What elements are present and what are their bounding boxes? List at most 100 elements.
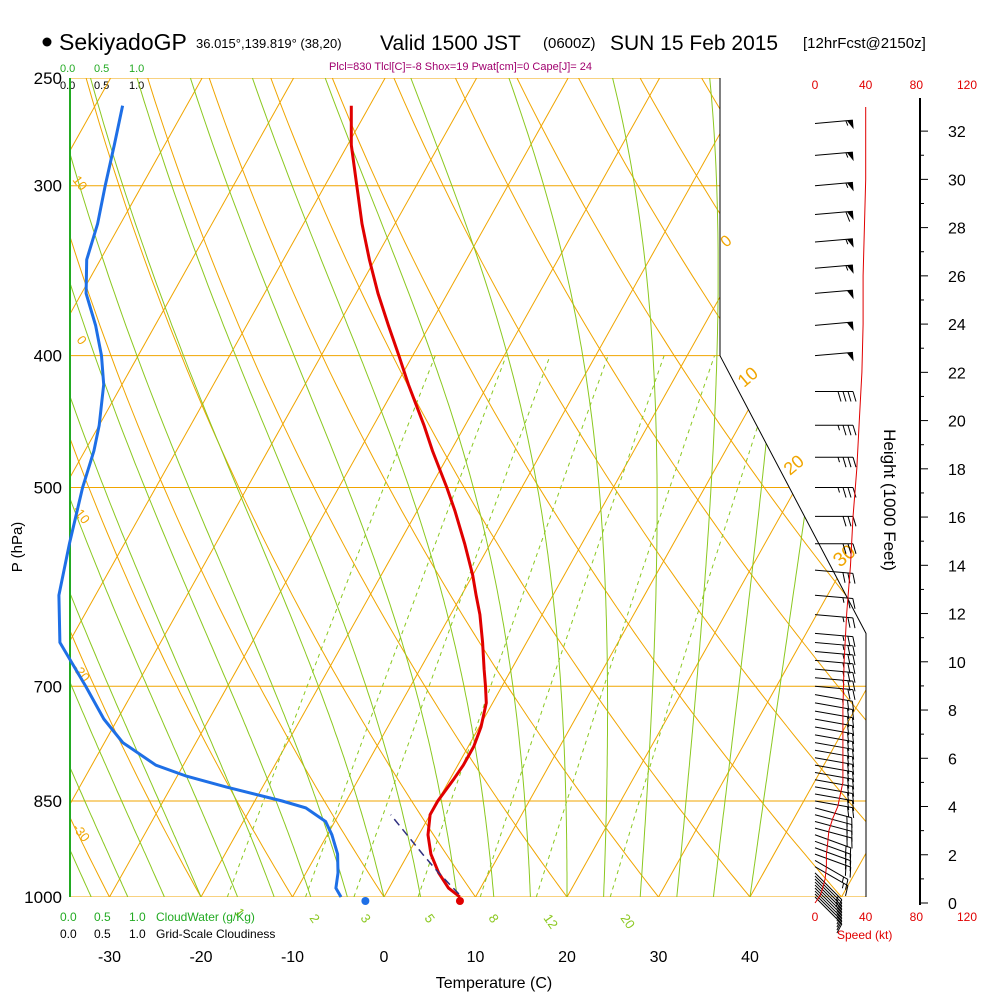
barb-full bbox=[847, 671, 851, 683]
barb-full bbox=[851, 793, 855, 804]
speed-tick-bottom: 0 bbox=[812, 910, 819, 924]
dry-adiabat bbox=[565, 78, 866, 897]
pressure-tick-label: 400 bbox=[34, 347, 62, 366]
barb-full bbox=[851, 807, 855, 819]
moist-adiabat bbox=[70, 78, 129, 897]
height-tick-label: 0 bbox=[948, 896, 957, 913]
cloudwater-label: CloudWater (g/Kg) bbox=[156, 910, 255, 924]
dry-adiabat bbox=[383, 78, 866, 897]
mixing-ratio-5 bbox=[417, 355, 609, 897]
mixing-ratio-12 bbox=[535, 355, 715, 897]
height-tick-label: 30 bbox=[948, 172, 966, 189]
speed-axis-label: Speed (kt) bbox=[837, 928, 892, 942]
barb-staff bbox=[814, 807, 852, 819]
dry-adiabat bbox=[992, 54, 1000, 926]
barb-staff bbox=[814, 847, 851, 862]
mixing-ratio-label: 2 bbox=[307, 911, 323, 926]
moist-adiabat bbox=[251, 78, 495, 897]
isotherm-line bbox=[933, 78, 1000, 897]
wind-barb bbox=[815, 424, 857, 436]
barb-pennant bbox=[846, 120, 854, 130]
isotherm-line bbox=[109, 78, 569, 897]
barb-full bbox=[852, 516, 857, 527]
temperature-tick-label: 10 bbox=[467, 949, 485, 966]
bottom-black-2: 1.0 bbox=[129, 927, 146, 941]
height-tick-label: 26 bbox=[948, 269, 966, 286]
barb-full bbox=[847, 636, 851, 647]
height-axis-label: Height (1000 Feet) bbox=[880, 429, 899, 571]
wind-barb bbox=[814, 238, 854, 248]
barb-full bbox=[851, 756, 855, 768]
barb-full bbox=[847, 755, 850, 767]
height-tick-label: 16 bbox=[948, 510, 966, 527]
barb-full bbox=[852, 573, 856, 584]
barb-full bbox=[847, 724, 850, 736]
wind-barb bbox=[814, 321, 854, 332]
barb-staff bbox=[814, 710, 853, 719]
barb-staff bbox=[814, 651, 853, 656]
station-name: SekiyadoGP bbox=[59, 29, 187, 55]
dry-adiabat-label: 10 bbox=[734, 363, 762, 391]
mixing-ratio-lines bbox=[226, 355, 782, 897]
dry-adiabat bbox=[443, 78, 866, 897]
barb-full bbox=[847, 487, 852, 498]
barb-pennant bbox=[846, 211, 854, 221]
dewpoint-line bbox=[57, 105, 343, 898]
moist-adiabat bbox=[676, 78, 719, 897]
barb-full bbox=[847, 700, 850, 711]
barb-staff bbox=[814, 668, 853, 673]
barb-staff bbox=[814, 659, 853, 665]
barb-full bbox=[842, 391, 847, 402]
isotherm-line bbox=[749, 78, 866, 897]
barb-staff bbox=[814, 860, 849, 880]
pressure-tick-label: 700 bbox=[34, 677, 62, 696]
barb-staff bbox=[814, 289, 853, 294]
barb-half bbox=[845, 152, 849, 158]
barb-full bbox=[847, 806, 850, 818]
barb-staff bbox=[814, 793, 853, 802]
plot-boundary bbox=[69, 78, 867, 897]
mixing-ratio-label: 5 bbox=[422, 911, 438, 926]
barb-full bbox=[851, 800, 855, 812]
moist-adiabat bbox=[508, 78, 609, 897]
barb-staff bbox=[814, 742, 853, 750]
speed-tick-bottom: 40 bbox=[859, 910, 873, 924]
height-tick-label: 28 bbox=[948, 221, 966, 238]
dry-adiabat bbox=[504, 78, 866, 897]
barb-full bbox=[836, 899, 843, 910]
barb-staff bbox=[814, 569, 853, 574]
wind-barb bbox=[814, 807, 853, 829]
barb-full bbox=[851, 701, 855, 712]
height-tick-label: 14 bbox=[948, 558, 966, 575]
barb-staff bbox=[814, 264, 853, 269]
wind-barb bbox=[814, 866, 849, 896]
mixing-ratio-label: 8 bbox=[486, 911, 502, 926]
isotherm-label: 0 bbox=[74, 333, 90, 348]
speed-tick-bottom: 80 bbox=[910, 910, 924, 924]
barb-full bbox=[847, 425, 852, 436]
wind-barb bbox=[814, 786, 855, 804]
barb-full bbox=[852, 425, 857, 436]
dry-adiabat bbox=[626, 78, 866, 897]
barb-pennant bbox=[846, 264, 854, 274]
moist-adiabat bbox=[410, 78, 568, 897]
moist-adiabat bbox=[70, 78, 312, 897]
barb-full bbox=[851, 709, 855, 720]
barb-pennant bbox=[846, 152, 854, 162]
bottom-black-0: 0.0 bbox=[60, 927, 77, 941]
mixing-ratio-label: 12 bbox=[541, 911, 562, 931]
wind-barb bbox=[814, 351, 854, 362]
barb-half bbox=[842, 616, 845, 623]
dry-adiabat bbox=[78, 78, 497, 897]
bottom-green-2: 1.0 bbox=[129, 910, 146, 924]
barb-staff bbox=[814, 840, 851, 855]
barb-staff bbox=[814, 642, 853, 647]
valid-date: SUN 15 Feb 2015 bbox=[610, 32, 778, 55]
sounding-params: Plcl=830 Tlcl[C]=-8 Shox=19 Pwat[cm]=0 C… bbox=[329, 61, 592, 73]
dry-adiabat bbox=[0, 54, 32, 926]
wind-barb bbox=[814, 772, 855, 790]
height-tick-label: 4 bbox=[948, 800, 957, 817]
barb-full bbox=[847, 785, 850, 796]
barb-staff bbox=[814, 764, 853, 773]
parcel-line bbox=[390, 814, 460, 895]
